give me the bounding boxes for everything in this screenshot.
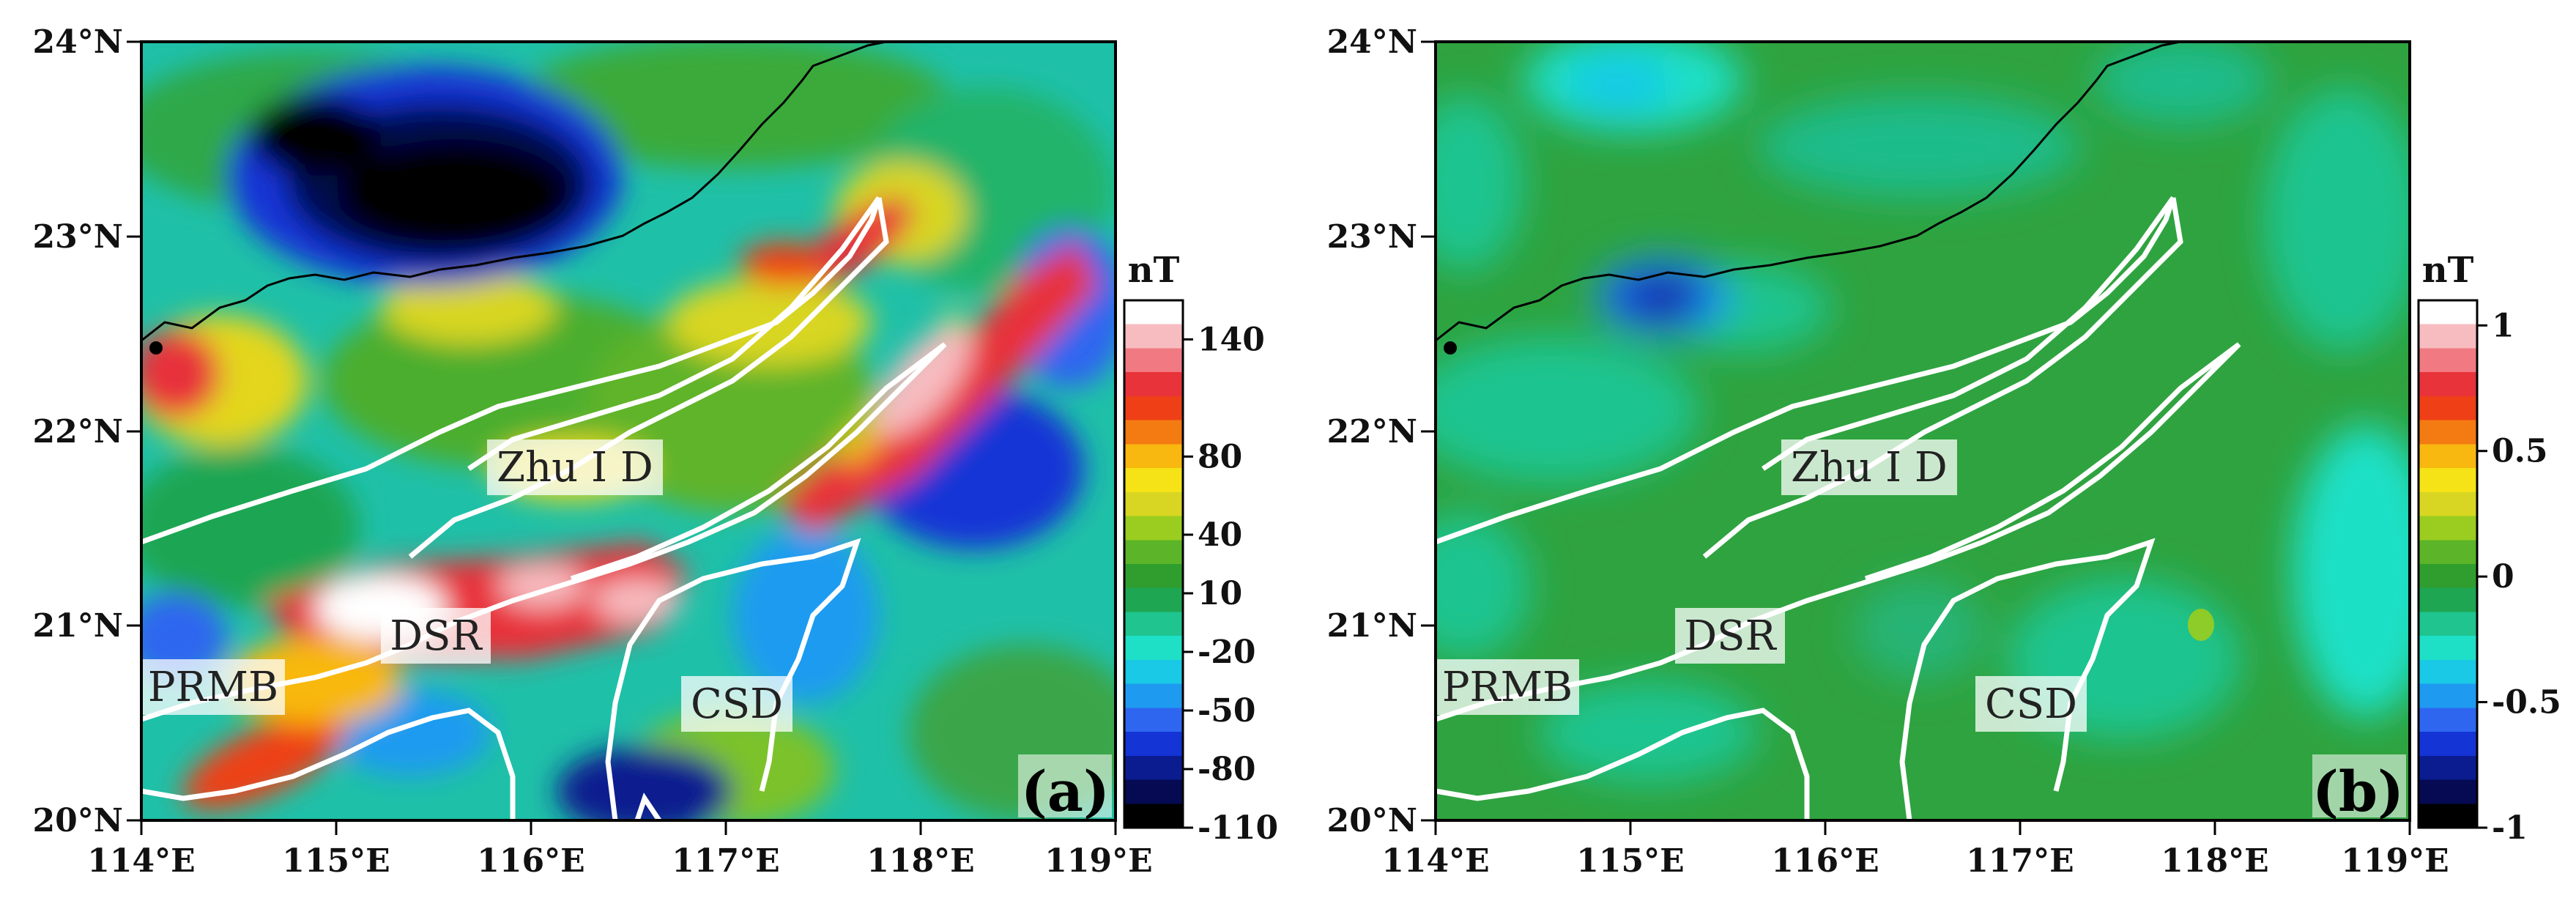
x-tick-label: 115°E [1576,842,1684,880]
y-tick-label: 20°N [1327,802,1417,839]
colorbar-tick-label: -80 [1198,751,1256,788]
colorbar-tick-label: 0.5 [2492,433,2548,470]
label-csd-b: CSD [1985,680,2077,728]
colorbar-tick-label: -50 [1198,692,1256,730]
x-tick-label: 114°E [87,842,195,880]
x-tick-label: 119°E [1044,842,1152,880]
x-tick-label: 116°E [477,842,584,880]
colorbar-tick-label: -1 [2492,809,2528,847]
colorbar-tick-label: -110 [1198,809,1278,847]
colorbar-ticks-b: 1 0.5 0 -0.5 -1 [2477,307,2561,847]
region-labels-b: Zhu I D DSR PRMB CSD [1436,439,2087,732]
x-tick-label: 117°E [672,842,779,880]
x-tick-label: 115°E [282,842,390,880]
colorbar-ticks-a: 140 80 40 10 -20 -50 -80 -110 [1183,321,1278,847]
y-tick-label: 21°N [33,607,123,645]
coastline-a [141,40,887,342]
colorbar-bar-a [1123,299,1184,829]
anomaly-field-a [141,42,1116,820]
x-tick-label: 116°E [1771,842,1879,880]
x-axis-a: 114°E 115°E 116°E 117°E 118°E 119°E [87,820,1153,880]
location-marker-a [149,341,163,355]
y-tick-label: 21°N [1327,607,1417,645]
label-zhu-i-d-a: Zhu I D [497,444,653,491]
y-tick-label: 22°N [33,413,123,450]
panel-label-a: (a) [1021,759,1110,824]
location-marker-b [1444,341,1457,355]
x-axis-b: 114°E 115°E 116°E 117°E 118°E 119°E [1381,820,2449,880]
colorbar-unit-a: nT [1128,250,1180,291]
label-dsr-a: DSR [390,612,483,660]
x-tick-label: 118°E [2161,842,2268,880]
x-tick-label: 119°E [2341,842,2449,880]
y-tick-label: 24°N [33,23,123,61]
basin-boundaries-b [1434,196,2241,821]
x-tick-label: 118°E [866,842,974,880]
colorbar-tick-label: -20 [1198,634,1256,671]
y-axis-b: 24°N 23°N 22°N 21°N 20°N [1327,23,1436,839]
colorbar-tick-label: 1 [2492,307,2514,344]
label-prmb-b: PRMB [1442,664,1573,711]
colorbar-bar-b [2417,299,2479,829]
y-tick-label: 20°N [33,802,123,839]
colorbar-tick-label: 40 [1198,516,1242,554]
colorbar-tick-label: 80 [1198,438,1242,475]
y-tick-label: 24°N [1327,23,1417,61]
map-panel-a: Zhu I D DSR PRMB CSD (a) 24°N 23°N 22°N … [33,23,1279,880]
basin-boundaries-a [140,196,947,822]
label-csd-a: CSD [691,680,783,728]
label-dsr-b: DSR [1684,612,1777,660]
coastline-b [1435,40,2181,342]
y-tick-label: 23°N [33,218,123,256]
map-panel-b: Zhu I D DSR PRMB CSD (b) 24°N 23°N 22°N … [1327,23,2561,880]
region-labels-a: Zhu I D DSR PRMB CSD [141,439,793,732]
colorbar-tick-label: -0.5 [2492,684,2561,721]
label-prmb-a: PRMB [148,664,278,711]
colorbar-tick-label: 10 [1198,575,1242,612]
y-tick-label: 22°N [1327,413,1417,450]
colorbar-unit-b: nT [2422,250,2474,291]
label-zhu-i-d-b: Zhu I D [1791,444,1948,491]
colorbar-tick-label: 0 [2492,558,2514,595]
colorbar-tick-label: 140 [1198,321,1265,358]
y-axis-a: 24°N 23°N 22°N 21°N 20°N [33,23,141,839]
colorbar-a: nT 140 80 40 10 -20 -50 -80 -110 [1123,250,1278,847]
colorbar-b: nT 1 0.5 0 -0.5 -1 [2417,250,2561,847]
y-tick-label: 23°N [1327,218,1417,256]
panel-label-b: (b) [2312,759,2404,824]
x-tick-label: 117°E [1966,842,2074,880]
x-tick-label: 114°E [1381,842,1489,880]
